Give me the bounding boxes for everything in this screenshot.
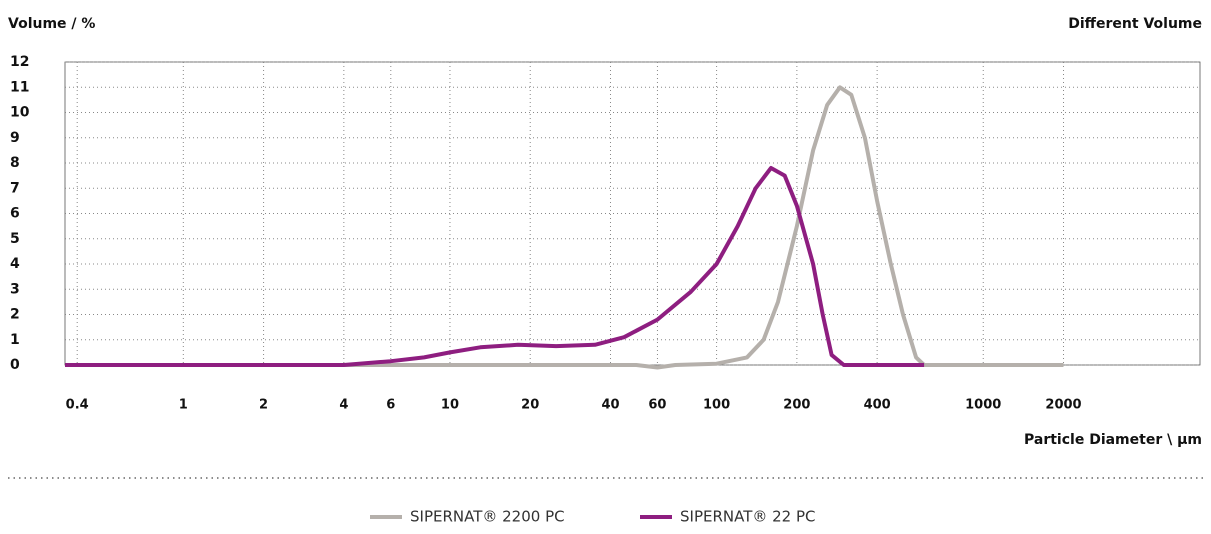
x-tick-label: 1 bbox=[179, 398, 188, 413]
y-tick-label: 6 bbox=[10, 206, 20, 222]
x-tick-label: 1000 bbox=[965, 398, 1001, 413]
x-tick-label: 40 bbox=[601, 398, 619, 413]
chart-title: Different Volume bbox=[1068, 16, 1202, 32]
x-tick-label: 0.4 bbox=[66, 398, 89, 413]
series-line bbox=[65, 166, 925, 367]
y-tick-label: 4 bbox=[10, 256, 20, 272]
y-tick-label: 1 bbox=[10, 332, 20, 348]
x-tick-label: 4 bbox=[339, 398, 348, 413]
y-tick-label: 11 bbox=[10, 79, 29, 95]
x-tick-label: 2 bbox=[259, 398, 268, 413]
x-tick-label: 200 bbox=[783, 398, 810, 413]
y-tick-label: 0 bbox=[10, 357, 20, 373]
y-tick-label: 5 bbox=[10, 231, 20, 247]
y-tick-label: 8 bbox=[10, 155, 20, 171]
y-tick-label: 12 bbox=[10, 54, 29, 70]
y-tick-label: 2 bbox=[10, 307, 20, 323]
y-axis-label: Volume / % bbox=[8, 16, 95, 32]
y-tick-label: 9 bbox=[10, 130, 20, 146]
x-tick-label: 100 bbox=[703, 398, 730, 413]
x-axis-label: Particle Diameter \ µm bbox=[1024, 432, 1202, 448]
x-tick-label: 20 bbox=[521, 398, 539, 413]
x-tick-label: 400 bbox=[864, 398, 891, 413]
legend-label: SIPERNAT® 22 PC bbox=[680, 508, 816, 526]
x-tick-label: 2000 bbox=[1045, 398, 1081, 413]
x-tick-label: 60 bbox=[648, 398, 666, 413]
y-tick-label: 7 bbox=[10, 180, 20, 196]
series-line bbox=[65, 85, 1064, 370]
x-tick-label: 10 bbox=[441, 398, 459, 413]
x-tick-label: 6 bbox=[386, 398, 395, 413]
y-tick-label: 10 bbox=[10, 105, 30, 121]
y-tick-label: 3 bbox=[10, 281, 20, 297]
legend-label: SIPERNAT® 2200 PC bbox=[410, 508, 565, 526]
